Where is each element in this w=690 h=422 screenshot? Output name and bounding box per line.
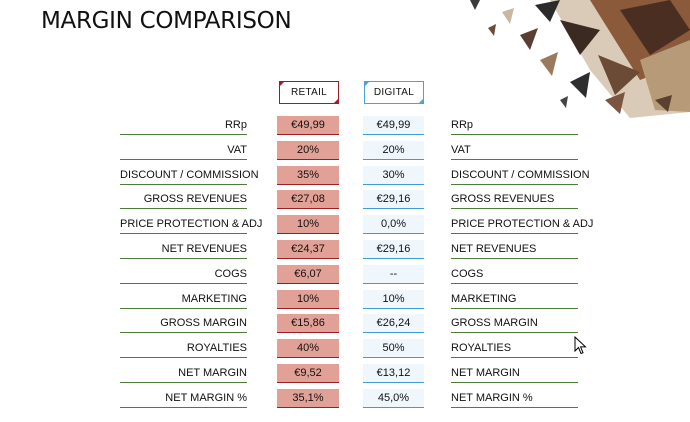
comparison-table: RRp €49,99 €49,99 RRp VAT 20% 20% VAT DI… — [0, 113, 690, 411]
retail-value: €24,37 — [277, 239, 339, 259]
table-row: RRp €49,99 €49,99 RRp — [0, 113, 690, 138]
retail-value: 10% — [277, 289, 339, 309]
digital-value: 20% — [363, 140, 424, 160]
table-row: PRICE PROTECTION & ADJ 10% 0,0% PRICE PR… — [0, 212, 690, 237]
row-label-right: DISCOUNT / COMMISSION — [451, 163, 590, 185]
row-label: PRICE PROTECTION & ADJ — [120, 212, 262, 235]
row-label: NET MARGIN — [120, 361, 247, 383]
table-row: MARKETING 10% 10% MARKETING — [0, 287, 690, 312]
row-label: NET MARGIN % — [120, 386, 247, 408]
retail-value: 40% — [277, 339, 339, 359]
retail-value: €15,86 — [277, 314, 339, 334]
retail-value: €27,08 — [277, 190, 339, 210]
row-label-right: PRICE PROTECTION & ADJ — [451, 212, 593, 235]
column-header-digital: DIGITAL — [364, 81, 424, 104]
row-label-right: VAT — [451, 138, 578, 160]
column-header-retail: RETAIL — [279, 81, 339, 104]
retail-value: 35,1% — [277, 388, 339, 408]
row-label: RRp — [120, 113, 247, 135]
row-label: VAT — [120, 138, 247, 160]
row-label-right: MARKETING — [451, 287, 578, 309]
row-label-right: GROSS MARGIN — [451, 311, 578, 334]
digital-value: -- — [363, 264, 424, 284]
row-label-right: COGS — [451, 262, 578, 284]
row-label: NET REVENUES — [120, 237, 247, 259]
row-label-right: NET REVENUES — [451, 237, 578, 259]
page-title: MARGIN COMPARISON — [41, 8, 292, 34]
digital-value: €13,12 — [363, 363, 424, 383]
retail-value: 35% — [277, 165, 339, 185]
row-label: COGS — [120, 262, 247, 284]
row-label: DISCOUNT / COMMISSION — [120, 163, 259, 185]
row-label: GROSS MARGIN — [120, 311, 247, 334]
row-label: ROYALTIES — [120, 336, 247, 359]
table-row: DISCOUNT / COMMISSION 35% 30% DISCOUNT /… — [0, 163, 690, 188]
table-row: NET REVENUES €24,37 €29,16 NET REVENUES — [0, 237, 690, 262]
table-row: GROSS MARGIN €15,86 €26,24 GROSS MARGIN — [0, 311, 690, 336]
digital-value: 10% — [363, 289, 424, 309]
table-row: COGS €6,07 -- COGS — [0, 262, 690, 287]
retail-value: 10% — [277, 215, 339, 235]
table-row: ROYALTIES 40% 50% ROYALTIES — [0, 336, 690, 361]
digital-value: €49,99 — [363, 116, 424, 135]
row-label-right: ROYALTIES — [451, 336, 578, 359]
table-row: VAT 20% 20% VAT — [0, 138, 690, 163]
row-label: MARKETING — [120, 287, 247, 309]
decorative-triangle-collage — [470, 0, 690, 118]
retail-value: 20% — [277, 140, 339, 160]
row-label-right: NET MARGIN — [451, 361, 578, 383]
digital-value: €29,16 — [363, 239, 424, 259]
digital-value: €26,24 — [363, 314, 424, 334]
table-row: NET MARGIN €9,52 €13,12 NET MARGIN — [0, 361, 690, 386]
row-label-right: NET MARGIN % — [451, 386, 578, 408]
row-label-right: RRp — [451, 113, 578, 135]
digital-value: 30% — [363, 165, 424, 185]
mouse-pointer-icon — [574, 336, 587, 355]
digital-value: €29,16 — [363, 190, 424, 210]
digital-value: 45,0% — [363, 388, 424, 408]
table-row: GROSS REVENUES €27,08 €29,16 GROSS REVEN… — [0, 187, 690, 212]
digital-value: 0,0% — [363, 215, 424, 235]
row-label: GROSS REVENUES — [120, 187, 247, 210]
retail-value: €49,99 — [277, 116, 339, 135]
table-row: NET MARGIN % 35,1% 45,0% NET MARGIN % — [0, 386, 690, 411]
digital-value: 50% — [363, 339, 424, 359]
row-label-right: GROSS REVENUES — [451, 187, 578, 210]
retail-value: €6,07 — [277, 264, 339, 284]
retail-value: €9,52 — [277, 363, 339, 383]
